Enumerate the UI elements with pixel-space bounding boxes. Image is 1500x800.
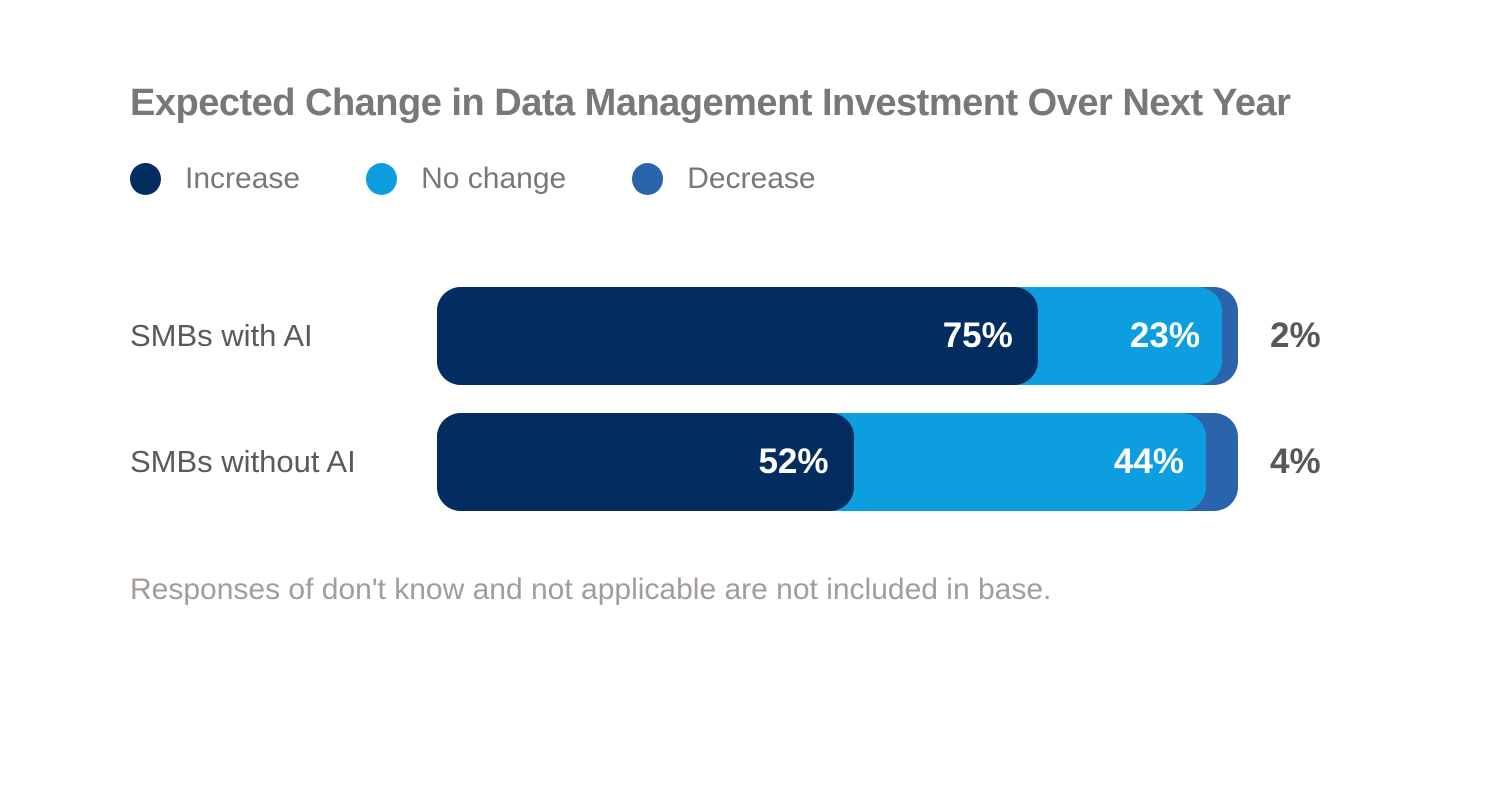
bar-row: SMBs with AI 23% 75% 2% — [0, 287, 1500, 385]
legend-item-increase: Increase — [130, 162, 300, 196]
row-label: SMBs without AI — [130, 444, 356, 479]
segment-value-label: 23% — [1129, 316, 1200, 355]
legend-label: No change — [421, 162, 567, 195]
decrease-value-label: 2% — [1270, 316, 1321, 355]
stacked-bar: 23% 75% 2% — [437, 287, 1321, 385]
stacked-bar: 44% 52% 4% — [437, 413, 1321, 511]
segment-value-label: 52% — [758, 442, 829, 481]
legend-label: Decrease — [687, 162, 816, 195]
decrease-value-label: 4% — [1270, 442, 1321, 481]
footnote: Responses of don't know and not applicab… — [130, 573, 1052, 606]
segment-value-label: 75% — [942, 316, 1013, 355]
row-label: SMBs with AI — [130, 318, 313, 353]
segment-increase: 75% — [437, 287, 1038, 385]
segment-increase: 52% — [437, 413, 854, 511]
bar-row: SMBs without AI 44% 52% 4% — [0, 413, 1500, 511]
legend-label: Increase — [185, 162, 301, 195]
chart-title: Expected Change in Data Management Inves… — [130, 82, 1291, 124]
legend: Increase No change Decrease — [130, 162, 816, 196]
segment-value-label: 44% — [1113, 442, 1184, 481]
legend-dot-icon — [130, 163, 161, 195]
legend-item-decrease: Decrease — [632, 162, 816, 196]
legend-dot-icon — [366, 163, 398, 195]
legend-item-no-change: No change — [366, 162, 566, 196]
legend-dot-icon — [632, 163, 664, 195]
